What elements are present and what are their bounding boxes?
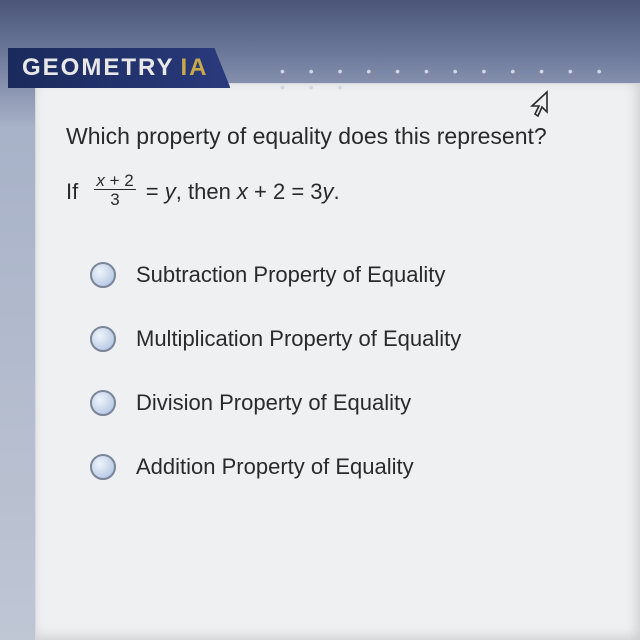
question-card: Which property of equality does this rep…	[36, 84, 640, 640]
equation-period: .	[334, 179, 340, 204]
equation-equals: =	[140, 179, 165, 204]
option-label: Division Property of Equality	[136, 390, 411, 416]
radio-icon[interactable]	[90, 390, 116, 416]
equation-x: x	[237, 179, 248, 204]
decorative-dots: • • • • • • • • • • • • • • •	[280, 63, 640, 95]
radio-icon[interactable]	[90, 454, 116, 480]
course-title-sub: IA	[180, 54, 208, 81]
equation-then: , then	[176, 179, 237, 204]
option-label: Multiplication Property of Equality	[136, 326, 461, 352]
option-label: Subtraction Property of Equality	[136, 262, 445, 288]
equation-y2: y	[323, 179, 334, 204]
answer-options: Subtraction Property of Equality Multipl…	[66, 262, 610, 480]
cursor-icon	[528, 90, 550, 125]
option-addition[interactable]: Addition Property of Equality	[90, 454, 610, 480]
radio-icon[interactable]	[90, 326, 116, 352]
radio-icon[interactable]	[90, 262, 116, 288]
equation-plus3: + 2 = 3	[248, 179, 323, 204]
question-prompt: Which property of equality does this rep…	[66, 122, 610, 152]
course-title-bar: GEOMETRYIA	[8, 48, 230, 88]
option-label: Addition Property of Equality	[136, 454, 414, 480]
course-title-main: GEOMETRY	[22, 54, 174, 81]
equation-y1: y	[165, 179, 176, 204]
option-subtraction[interactable]: Subtraction Property of Equality	[90, 262, 610, 288]
question-equation: If x + 23 = y, then x + 2 = 3y.	[66, 174, 610, 212]
option-division[interactable]: Division Property of Equality	[90, 390, 610, 416]
equation-fraction: x + 23	[94, 172, 135, 210]
fraction-denominator: 3	[94, 190, 135, 210]
option-multiplication[interactable]: Multiplication Property of Equality	[90, 326, 610, 352]
equation-if: If	[66, 179, 84, 204]
fraction-numerator: x + 2	[94, 172, 135, 190]
